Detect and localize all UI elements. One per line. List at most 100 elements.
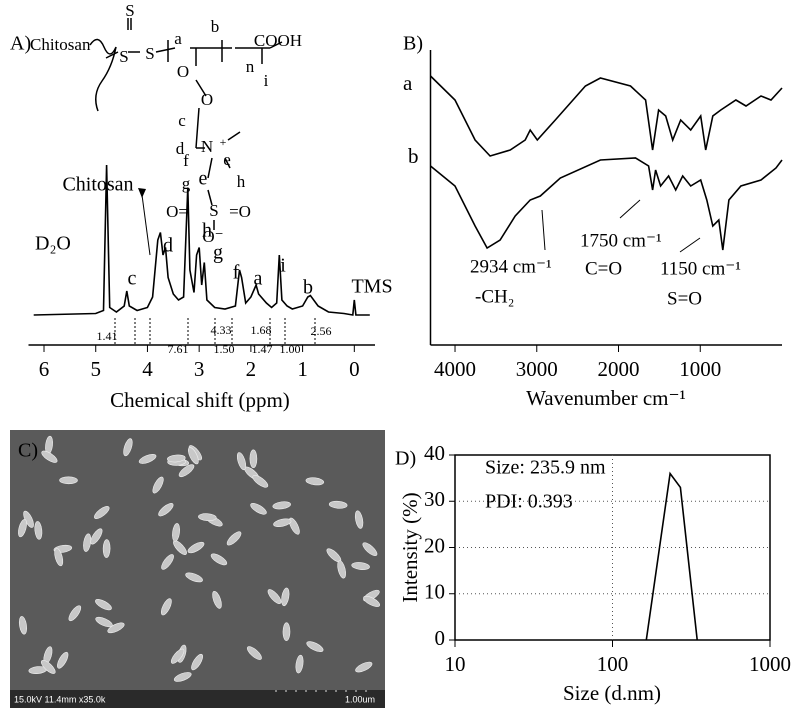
label: 20 — [424, 533, 445, 557]
particle — [68, 605, 82, 622]
label: b — [408, 144, 419, 168]
structure-label: + — [220, 135, 227, 149]
particle — [161, 554, 174, 570]
label: 2934 cm⁻¹ — [470, 256, 552, 277]
label: 6 — [39, 357, 50, 381]
label: PDI: 0.393 — [485, 491, 573, 513]
particle — [94, 506, 110, 519]
label: 1 — [297, 357, 308, 381]
particle — [267, 589, 282, 605]
label: D₂O — [35, 233, 71, 255]
particle — [152, 476, 164, 494]
label: a — [403, 71, 413, 95]
label: 1.50 — [214, 342, 235, 356]
structure-label: c — [178, 111, 186, 130]
label: 2.56 — [311, 324, 332, 338]
structure-label: i — [264, 71, 269, 90]
label: Size: 235.9 nm — [485, 457, 606, 479]
particle — [123, 438, 133, 457]
particle — [363, 595, 381, 607]
structure-label: h — [237, 172, 246, 191]
particle — [337, 560, 346, 579]
particle — [295, 654, 304, 674]
label: c — [128, 268, 137, 290]
label: C) — [18, 440, 38, 462]
label: 0 — [349, 357, 360, 381]
particle — [90, 528, 103, 545]
structure-label: O⁻ — [202, 227, 223, 246]
structure-label: Chitosan — [30, 35, 91, 54]
structure-label: f — [183, 151, 189, 170]
label: A) — [10, 33, 31, 55]
particle — [252, 475, 269, 488]
particle — [138, 453, 157, 464]
particle — [305, 477, 325, 486]
label: 7.61 — [168, 342, 189, 356]
label: 1.41 — [97, 329, 118, 343]
particle — [281, 587, 290, 607]
label: TMS — [351, 276, 392, 298]
particle — [173, 672, 192, 682]
structure-label: d — [176, 139, 185, 158]
label: 10 — [424, 580, 445, 604]
particle — [54, 548, 64, 567]
arrow-head — [138, 188, 146, 198]
label: f — [233, 262, 240, 284]
particle — [59, 476, 78, 485]
structure-label: S — [209, 201, 218, 220]
particle — [351, 562, 370, 570]
structure-label: e — [223, 150, 231, 169]
scale-label: 1.00um — [345, 694, 375, 704]
label: -CH₂ — [475, 286, 514, 307]
bonds — [105, 18, 283, 230]
particle — [210, 553, 228, 566]
particle — [57, 651, 69, 669]
particle — [187, 541, 205, 554]
label: 3 — [194, 357, 205, 381]
particle — [170, 648, 185, 664]
particle — [158, 503, 174, 517]
particle — [107, 622, 125, 634]
structure-label: a — [174, 29, 182, 48]
label: 0 — [435, 626, 446, 650]
particle — [185, 572, 203, 583]
particle — [40, 659, 56, 674]
structure-label: S — [119, 47, 128, 66]
label: D) — [395, 448, 416, 470]
structure-label: =O — [229, 202, 251, 221]
particle — [355, 661, 373, 673]
label: 1.00 — [280, 342, 301, 356]
label: C=O — [585, 258, 622, 279]
particle — [246, 646, 262, 660]
particle — [273, 518, 292, 527]
chitosan-chain — [89, 38, 117, 112]
structure-label: g — [182, 174, 191, 193]
particle — [354, 510, 364, 529]
label: 2000 — [598, 357, 640, 381]
particle — [362, 542, 378, 557]
label: h — [202, 220, 212, 242]
label: a — [254, 268, 263, 290]
structure — [89, 18, 283, 256]
line — [645, 471, 698, 641]
structure-label: S — [145, 44, 154, 63]
particle — [188, 447, 199, 465]
particle — [102, 539, 111, 558]
particle — [178, 464, 195, 478]
label: S=O — [667, 288, 702, 309]
arrow — [141, 194, 151, 256]
particle — [306, 641, 324, 652]
line — [429, 75, 783, 157]
label: 4.33 — [211, 323, 232, 337]
label: 1.47 — [252, 342, 273, 356]
particle — [272, 501, 291, 510]
particle — [18, 616, 28, 635]
structure-label: O — [177, 62, 189, 81]
label: 40 — [424, 441, 445, 465]
structure-label: b — [211, 17, 220, 36]
particle — [198, 513, 217, 521]
structure-label: N — [201, 137, 213, 156]
particle — [328, 500, 348, 509]
caption: 15.0kV 11.4mm x35.0k — [14, 694, 106, 704]
